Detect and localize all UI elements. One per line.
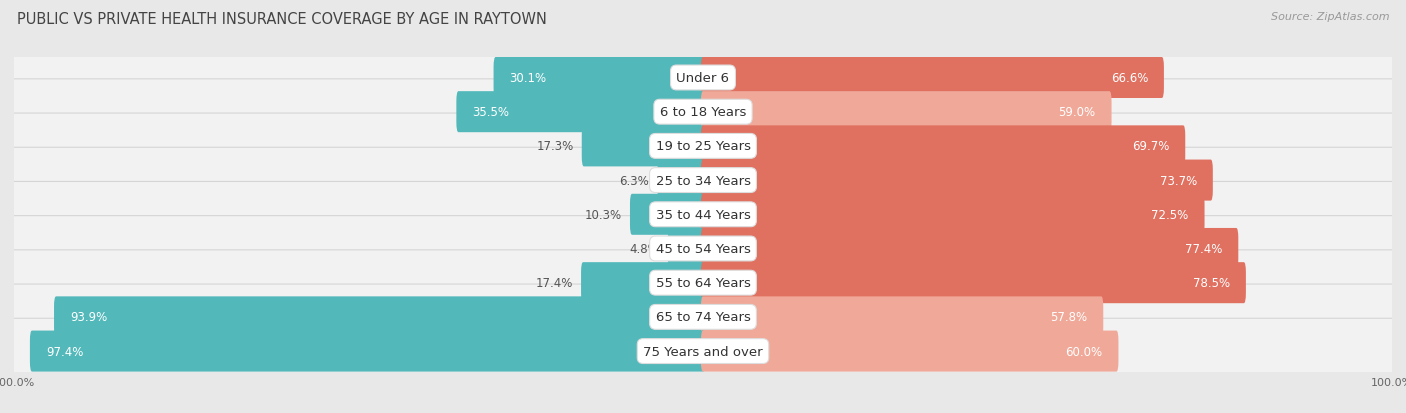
FancyBboxPatch shape [702, 331, 1118, 372]
FancyBboxPatch shape [702, 126, 1185, 167]
FancyBboxPatch shape [702, 263, 1246, 304]
Text: 10.3%: 10.3% [585, 208, 621, 221]
Text: 6 to 18 Years: 6 to 18 Years [659, 106, 747, 119]
Text: 45 to 54 Years: 45 to 54 Years [655, 242, 751, 255]
FancyBboxPatch shape [702, 58, 1164, 99]
Text: 73.7%: 73.7% [1160, 174, 1197, 187]
FancyBboxPatch shape [11, 182, 1395, 247]
Text: 35 to 44 Years: 35 to 44 Years [655, 208, 751, 221]
FancyBboxPatch shape [702, 194, 1205, 235]
Text: 60.0%: 60.0% [1066, 345, 1102, 358]
Text: 6.3%: 6.3% [620, 174, 650, 187]
FancyBboxPatch shape [11, 285, 1395, 350]
Text: 77.4%: 77.4% [1185, 242, 1222, 255]
FancyBboxPatch shape [702, 160, 1213, 201]
Text: Under 6: Under 6 [676, 72, 730, 85]
FancyBboxPatch shape [11, 114, 1395, 179]
FancyBboxPatch shape [702, 297, 1104, 337]
FancyBboxPatch shape [702, 92, 1112, 133]
FancyBboxPatch shape [11, 318, 1395, 384]
FancyBboxPatch shape [11, 250, 1395, 316]
FancyBboxPatch shape [581, 263, 704, 304]
Text: 4.8%: 4.8% [630, 242, 659, 255]
FancyBboxPatch shape [658, 160, 704, 201]
Text: 59.0%: 59.0% [1059, 106, 1095, 119]
FancyBboxPatch shape [457, 92, 704, 133]
Text: Source: ZipAtlas.com: Source: ZipAtlas.com [1271, 12, 1389, 22]
FancyBboxPatch shape [668, 228, 704, 269]
Text: 78.5%: 78.5% [1192, 277, 1230, 290]
Text: 65 to 74 Years: 65 to 74 Years [655, 311, 751, 324]
Text: 35.5%: 35.5% [472, 106, 509, 119]
Text: 30.1%: 30.1% [509, 72, 547, 85]
FancyBboxPatch shape [53, 297, 704, 337]
FancyBboxPatch shape [11, 45, 1395, 111]
FancyBboxPatch shape [11, 148, 1395, 214]
Text: 19 to 25 Years: 19 to 25 Years [655, 140, 751, 153]
FancyBboxPatch shape [11, 80, 1395, 145]
Text: 55 to 64 Years: 55 to 64 Years [655, 277, 751, 290]
FancyBboxPatch shape [30, 331, 704, 372]
Text: 72.5%: 72.5% [1152, 208, 1188, 221]
Text: 75 Years and over: 75 Years and over [643, 345, 763, 358]
Text: PUBLIC VS PRIVATE HEALTH INSURANCE COVERAGE BY AGE IN RAYTOWN: PUBLIC VS PRIVATE HEALTH INSURANCE COVER… [17, 12, 547, 27]
Text: 57.8%: 57.8% [1050, 311, 1087, 324]
Text: 66.6%: 66.6% [1111, 72, 1149, 85]
Text: 93.9%: 93.9% [70, 311, 107, 324]
Text: 17.3%: 17.3% [536, 140, 574, 153]
FancyBboxPatch shape [11, 216, 1395, 282]
Text: 69.7%: 69.7% [1132, 140, 1170, 153]
FancyBboxPatch shape [630, 194, 704, 235]
FancyBboxPatch shape [582, 126, 704, 167]
Text: 17.4%: 17.4% [536, 277, 572, 290]
FancyBboxPatch shape [494, 58, 704, 99]
Text: 97.4%: 97.4% [46, 345, 83, 358]
Text: 25 to 34 Years: 25 to 34 Years [655, 174, 751, 187]
FancyBboxPatch shape [702, 228, 1239, 269]
